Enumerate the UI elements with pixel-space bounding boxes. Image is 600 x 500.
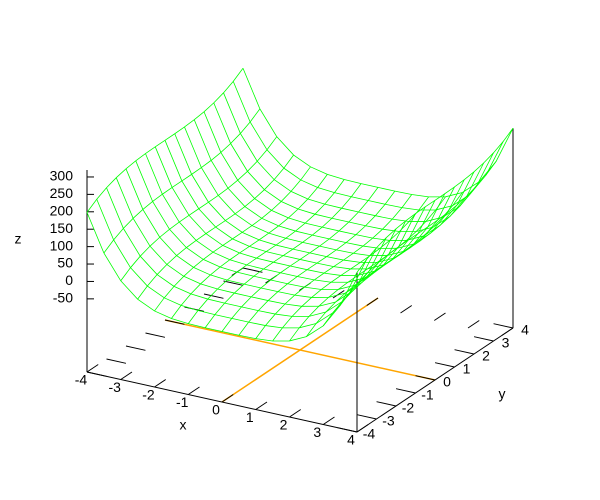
y-tick-label: -3 xyxy=(382,413,395,429)
y-tick-label: -4 xyxy=(363,426,376,442)
y-tick-mirror xyxy=(125,345,146,351)
mesh-line xyxy=(145,153,416,283)
y-tick-label: 1 xyxy=(463,361,471,377)
x-tick-label: 3 xyxy=(313,424,321,440)
y-tick-mirror xyxy=(86,371,107,377)
x-tick-label: 1 xyxy=(246,409,254,425)
x-tick-mirror xyxy=(332,290,345,299)
x-tick-label: 0 xyxy=(212,402,220,418)
x-axis-label: x xyxy=(180,417,187,433)
mesh-line xyxy=(272,196,429,342)
mesh-line xyxy=(306,192,463,337)
x-tick-label: -4 xyxy=(75,372,88,388)
mesh-line xyxy=(137,154,294,300)
y-axis-label: y xyxy=(499,386,506,402)
x-tick-mirror xyxy=(433,312,446,321)
y-tick-mirror xyxy=(106,358,127,364)
y-tick-label: -1 xyxy=(421,387,434,403)
x-tick xyxy=(154,379,167,388)
x-tick xyxy=(322,416,335,425)
mesh-line xyxy=(103,108,261,254)
x-tick-label: -1 xyxy=(176,394,189,410)
y-tick xyxy=(337,427,358,433)
z-tick-label: 0 xyxy=(65,272,73,288)
y-tick-mirror xyxy=(164,319,185,325)
mesh-line xyxy=(171,174,328,319)
y-tick-label: 3 xyxy=(502,335,510,351)
x-tick-label: -2 xyxy=(142,387,155,403)
y-tick xyxy=(415,375,436,381)
mesh-line xyxy=(322,181,480,327)
x-tick-mirror xyxy=(467,320,480,329)
mesh-line xyxy=(154,166,311,312)
mesh-line xyxy=(115,177,387,307)
z-tick-label: -50 xyxy=(53,290,73,306)
y-tick-label: 0 xyxy=(443,374,451,390)
mesh-line xyxy=(204,183,362,328)
y-tick xyxy=(376,401,397,407)
y-tick xyxy=(493,323,514,329)
x-tick-mirror xyxy=(400,305,413,314)
z-tick-label: 50 xyxy=(57,255,73,271)
y-tick-mirror xyxy=(203,293,224,299)
y-tick xyxy=(473,336,494,342)
mesh-line xyxy=(221,187,379,332)
mesh-line xyxy=(232,81,504,211)
x-tick-label: -3 xyxy=(109,379,122,395)
y-tick-label: 2 xyxy=(482,348,490,364)
x-tick xyxy=(356,424,369,433)
y-tick xyxy=(356,414,377,420)
z-tick-label: 300 xyxy=(50,168,74,184)
mesh-line xyxy=(242,68,514,198)
y-tick-mirror xyxy=(242,267,263,273)
y-tick xyxy=(395,388,416,394)
y-tick xyxy=(454,349,475,355)
x-tick xyxy=(255,401,268,410)
mesh-line xyxy=(339,161,497,306)
z-tick-label: 200 xyxy=(50,202,74,218)
mesh-line xyxy=(120,136,278,282)
x-tick xyxy=(86,364,99,373)
y-tick xyxy=(434,362,455,368)
mesh-line xyxy=(289,196,446,342)
z-tick-label: 250 xyxy=(50,185,74,201)
mesh-line xyxy=(213,102,485,232)
y-tick-label: -2 xyxy=(402,400,415,416)
x-tick xyxy=(187,386,200,395)
x-tick xyxy=(120,371,133,380)
x-tick xyxy=(221,394,234,403)
z-tick-label: 150 xyxy=(50,220,74,236)
x-tick-label: 4 xyxy=(347,432,355,448)
x-tick-mirror xyxy=(501,327,514,336)
mesh-line xyxy=(356,127,514,273)
x-tick-label: 2 xyxy=(280,417,288,433)
mesh-line xyxy=(238,190,396,336)
z-axis-label: z xyxy=(15,231,22,247)
y-tick-mirror xyxy=(223,280,244,286)
mesh-line xyxy=(203,111,475,241)
mesh-line xyxy=(96,199,368,329)
mesh-line xyxy=(255,194,413,339)
z-tick-label: 100 xyxy=(50,237,74,253)
y-tick-label: 4 xyxy=(521,322,529,338)
x-tick-mirror xyxy=(366,297,379,306)
mesh-line xyxy=(187,179,345,324)
y-tick-mirror xyxy=(145,332,166,338)
zero-axis xyxy=(164,319,436,381)
mesh-line xyxy=(86,67,244,213)
x-tick xyxy=(289,409,302,418)
